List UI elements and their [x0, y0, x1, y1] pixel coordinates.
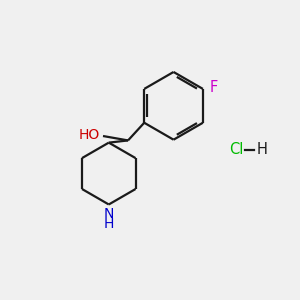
Text: H: H [256, 142, 268, 158]
Text: H: H [103, 217, 114, 231]
Text: HO: HO [79, 128, 100, 142]
Text: Cl: Cl [230, 142, 244, 158]
Text: N: N [103, 207, 114, 221]
Text: F: F [209, 80, 217, 95]
